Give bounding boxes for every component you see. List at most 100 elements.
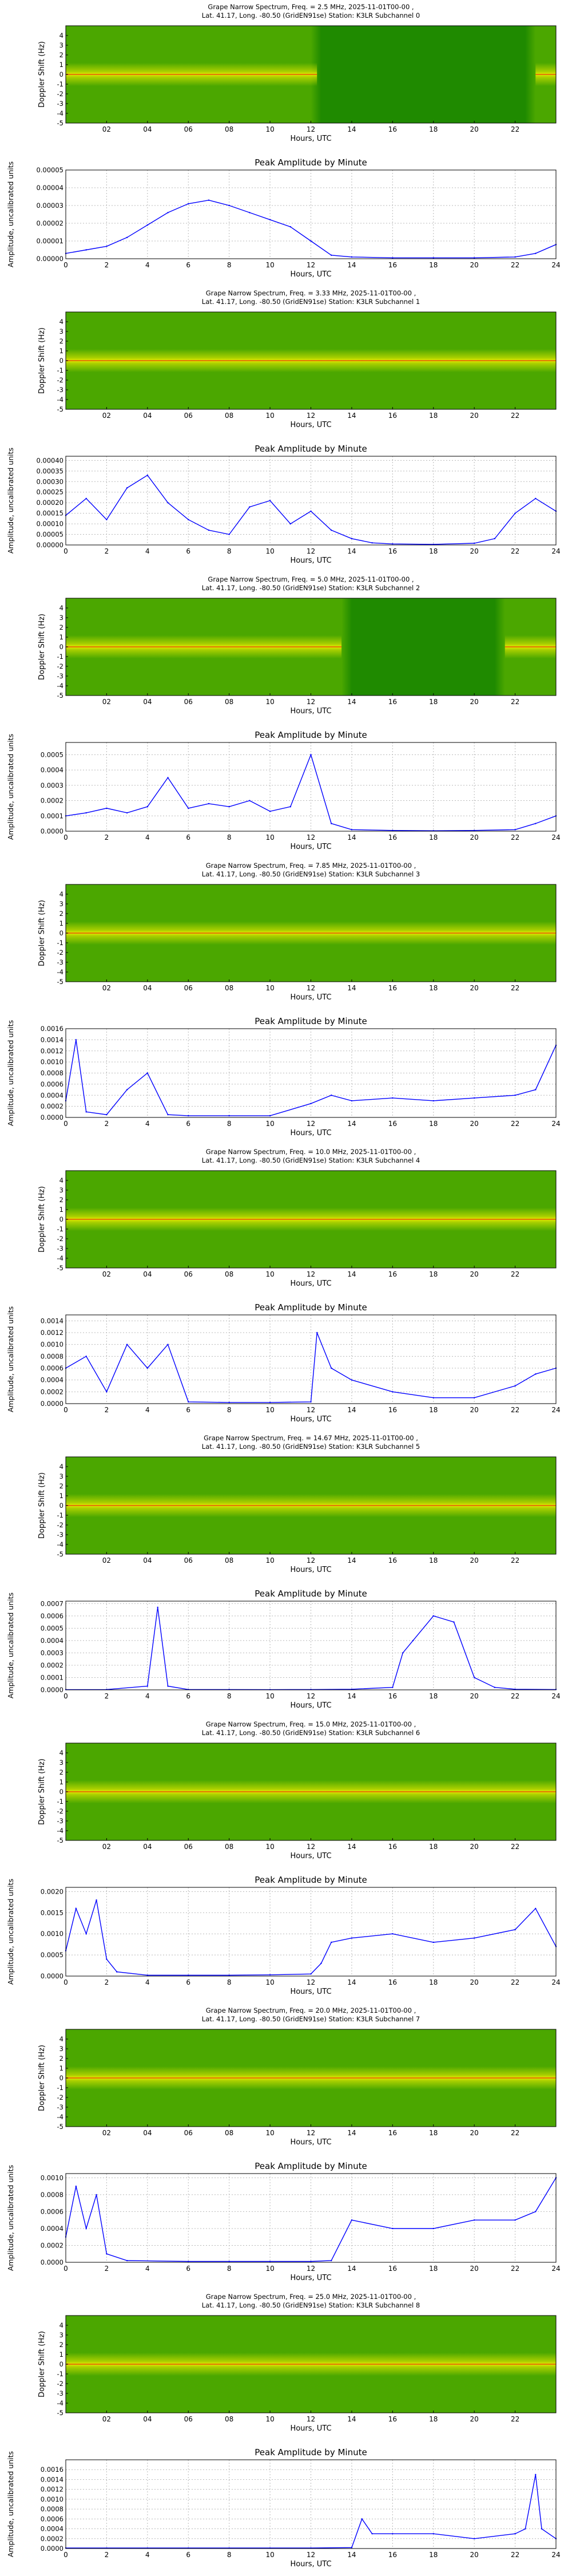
amplitude-title: Peak Amplitude by Minute (255, 1016, 367, 1026)
amplitude-point (331, 1941, 332, 1943)
amplitude-xtick-label: 0 (63, 1406, 68, 1414)
amplitude-point (473, 257, 475, 259)
spectrogram-ylabel: Doppler Shift (Hz) (38, 1759, 46, 1825)
spectrogram-ytick-label: -4 (57, 2399, 63, 2407)
amplitude-point (392, 1686, 394, 1688)
amplitude-xtick-label: 18 (429, 547, 438, 555)
spectrogram-ytick-label: -2 (57, 2380, 63, 2388)
spectrogram-ytick-label: -3 (57, 672, 63, 680)
amplitude-ytick-label: 0.0001 (41, 1673, 63, 1681)
spectrogram-ylabel: Doppler Shift (Hz) (38, 614, 46, 680)
amplitude-xtick-label: 8 (227, 833, 232, 841)
amplitude-xtick-label: 12 (307, 1120, 315, 1128)
amplitude-xtick-label: 14 (347, 1406, 356, 1414)
amplitude-xtick-label: 18 (429, 2265, 438, 2273)
amplitude-xtick-label: 18 (429, 1692, 438, 1700)
amplitude-xtick-label: 6 (186, 547, 190, 555)
amplitude-ytick-label: 0.0002 (41, 1661, 63, 1669)
spectrogram-ytick-label: 4 (59, 318, 63, 326)
amplitude-point (392, 829, 394, 831)
spectrogram-ytick-label: -1 (57, 2084, 63, 2092)
amplitude-point (75, 1039, 77, 1041)
spectrogram-xtick-label: 12 (307, 2415, 315, 2423)
spectrogram-ytick-label: -4 (57, 1540, 63, 1548)
amplitude-xtick-label: 18 (429, 833, 438, 841)
amplitude-point (310, 1401, 312, 1403)
amplitude-xtick-label: 4 (145, 2265, 150, 2273)
spectrogram-xtick-label: 14 (347, 1843, 356, 1851)
amplitude-xtick-label: 8 (227, 2551, 232, 2559)
amplitude-point (85, 1356, 87, 1357)
amplitude-plot: Peak Amplitude by Minute 0.0000 0.0001 0.00… (6, 1589, 561, 1710)
amplitude-point (167, 1113, 169, 1116)
spectrogram-xtick-label: 06 (184, 412, 193, 420)
amplitude-point (432, 1941, 434, 1943)
spectrogram-ytick-label: 1 (59, 1206, 63, 1214)
amplitude-frame (65, 1887, 557, 1977)
spectrogram-xtick-label: 10 (265, 698, 274, 706)
spectrogram-xtick-label: 14 (347, 125, 356, 133)
spectrogram-ylabel: Doppler Shift (Hz) (38, 1472, 46, 1539)
amplitude-point (402, 1652, 404, 1654)
amplitude-point (514, 256, 516, 258)
spectrogram-xtick-label: 20 (470, 412, 479, 420)
spectrogram-title-line1: Grape Narrow Spectrum, Freq. = 14.67 MHz… (204, 1434, 418, 1442)
spectrogram-ytick-label: -1 (57, 2370, 63, 2378)
amplitude-point (494, 538, 496, 540)
amplitude-point (106, 1113, 108, 1116)
spectrogram-ytick-label: 4 (59, 1749, 63, 1757)
amplitude-point (126, 1089, 128, 1091)
amplitude-ytick-label: 0.0010 (41, 1058, 63, 1066)
amplitude-xtick-label: 24 (551, 261, 560, 269)
amplitude-xtick-label: 14 (347, 1120, 356, 1128)
amplitude-xtick-label: 22 (511, 547, 519, 555)
amplitude-xtick-label: 14 (347, 1978, 356, 1986)
spectrogram-ytick-label: -5 (57, 1550, 63, 1558)
amplitude-point (310, 240, 312, 242)
spectrogram-xtick-label: 22 (511, 412, 519, 420)
spectrogram-xtick-label: 14 (347, 412, 356, 420)
amplitude-plot: Peak Amplitude by Minute 0.0000 0.0002 0.00… (6, 1302, 561, 1424)
spectrogram-xtick-label: 12 (307, 1556, 315, 1564)
spectrogram-xtick-label: 16 (388, 1556, 397, 1564)
amplitude-xtick-label: 16 (388, 2551, 397, 2559)
amplitude-xtick-label: 4 (145, 833, 150, 841)
amplitude-point (188, 2261, 189, 2262)
spectrogram-xtick-label: 02 (102, 698, 111, 706)
spectrogram-xtick-label: 02 (102, 1556, 111, 1564)
amplitude-xtick-label: 20 (470, 1692, 479, 1700)
amplitude-xtick-label: 4 (145, 1692, 150, 1700)
spectrogram-xtick-label: 20 (470, 2415, 479, 2423)
amplitude-point (361, 2518, 363, 2520)
spectrogram-xtick-label: 02 (102, 1270, 111, 1278)
spectrogram-xtick-label: 04 (143, 2415, 152, 2423)
amplitude-xtick-label: 4 (145, 1120, 150, 1128)
spectrogram-ytick-label: 3 (59, 900, 63, 908)
amplitude-xlabel: Hours, UTC (290, 270, 331, 279)
amplitude-frame (65, 1314, 557, 1404)
amplitude-ytick-label: 0.0008 (41, 2505, 63, 2513)
amplitude-ytick-label: 0.00000 (36, 541, 63, 549)
spectrogram-ytick-label: -2 (57, 90, 63, 98)
spectrogram-xtick-label: 16 (388, 412, 397, 420)
amplitude-xlabel: Hours, UTC (290, 1988, 331, 1996)
amplitude-ytick-label: 0.0016 (41, 1025, 63, 1033)
spectrogram-ytick-label: -3 (57, 1244, 63, 1253)
spectrogram-ytick-label: 4 (59, 2321, 63, 2329)
spectrogram-xtick-label: 14 (347, 698, 356, 706)
spectrogram-ytick-label: 2 (59, 1196, 63, 1204)
spectrogram-xtick-label: 10 (265, 1843, 274, 1851)
amplitude-ytick-label: 0.0001 (41, 812, 63, 820)
amplitude-point (535, 252, 537, 254)
amplitude-xtick-label: 18 (429, 1120, 438, 1128)
spectrogram-ytick-label: -2 (57, 2093, 63, 2101)
amplitude-ylabel: Amplitude, uncalibrated units (6, 1306, 15, 1412)
amplitude-point (351, 2547, 353, 2549)
amplitude-ytick-label: 0.00005 (36, 166, 63, 174)
spectrogram-xtick-label: 20 (470, 2129, 479, 2137)
amplitude-xlabel: Hours, UTC (290, 556, 331, 565)
spectrogram-ytick-label: -4 (57, 2113, 63, 2121)
spectrogram-ytick-label: 3 (59, 1186, 63, 1194)
